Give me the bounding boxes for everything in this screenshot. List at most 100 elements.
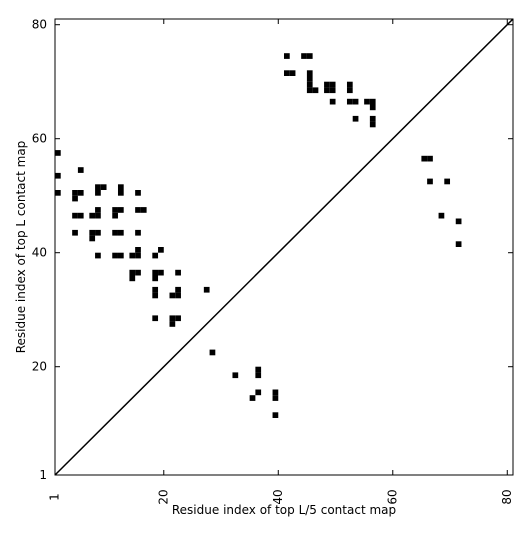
contact-point (112, 252, 118, 259)
contact-point (175, 286, 181, 293)
contact-point (89, 235, 96, 242)
contact-point (89, 212, 96, 219)
contact-point (55, 150, 61, 156)
contact-point (169, 321, 176, 327)
contact-point (72, 195, 78, 202)
x-tick-label: 40 (271, 489, 285, 504)
contact-point (117, 207, 124, 213)
x-tick-label: 1 (48, 493, 62, 501)
y-tick-label: 80 (32, 18, 47, 32)
y-tick-label: 1 (39, 468, 47, 482)
y-axis-label: Residue index of top L contact map (14, 141, 28, 354)
contact-point (72, 190, 78, 196)
contact-point (95, 252, 101, 259)
contact-point (284, 70, 290, 76)
contact-point (346, 98, 353, 105)
contact-point (324, 87, 330, 94)
contact-point (135, 252, 141, 259)
contact-point (152, 315, 159, 322)
contact-point (152, 286, 159, 293)
contact-point (255, 366, 262, 373)
contact-point (135, 190, 141, 196)
contact-point (129, 275, 136, 282)
contact-point (289, 70, 296, 76)
contact-point (112, 229, 118, 236)
contact-point (135, 207, 141, 213)
contact-point (129, 269, 136, 276)
contact-point (55, 172, 61, 179)
contact-point (95, 229, 101, 236)
contact-point (169, 315, 176, 322)
contact-point (444, 178, 451, 185)
contact-point (129, 252, 136, 259)
contact-point (152, 269, 159, 276)
contact-point (346, 87, 353, 94)
contact-point (95, 184, 101, 190)
contact-point (284, 53, 290, 59)
contact-point (77, 212, 84, 219)
axis-ticks: 1 20 40 60 80 1 20 40 60 80 (32, 18, 514, 505)
contact-point (369, 115, 376, 122)
contact-point (455, 218, 462, 225)
contact-point (175, 315, 181, 322)
contact-point (329, 87, 336, 94)
contact-point (255, 389, 262, 396)
contact-point (158, 247, 164, 253)
data-points (55, 53, 462, 418)
contact-point (312, 87, 319, 94)
contact-point (152, 275, 159, 282)
contact-point (209, 349, 216, 356)
contact-point (306, 81, 313, 88)
x-tick-label: 80 (500, 489, 514, 504)
contact-point (95, 190, 101, 196)
contact-point (369, 121, 376, 128)
contact-point (175, 292, 181, 299)
contact-point (306, 87, 313, 94)
contact-point (117, 252, 124, 259)
contact-point (306, 53, 313, 59)
contact-point (135, 269, 141, 276)
contact-point (152, 252, 159, 259)
contact-point (203, 286, 210, 293)
contact-point (255, 372, 262, 379)
contact-point (427, 155, 433, 162)
contact-point (55, 190, 61, 196)
contact-point (369, 104, 376, 111)
contact-point (329, 81, 336, 88)
contact-point (421, 155, 428, 162)
contact-point (232, 372, 239, 379)
contact-point (346, 81, 353, 88)
contact-point (152, 292, 159, 299)
contact-point (364, 98, 370, 105)
contact-point (112, 207, 118, 213)
contact-point (352, 115, 359, 122)
diagonal-line (54, 18, 514, 476)
y-tick-label: 60 (32, 132, 47, 146)
x-axis-label: Residue index of top L/5 contact map (172, 503, 396, 517)
contact-point (100, 184, 107, 190)
contact-point (95, 207, 101, 213)
contact-point (95, 212, 101, 219)
contact-point (169, 292, 176, 299)
contact-point (135, 247, 141, 253)
contact-point (272, 395, 279, 401)
contact-point (89, 229, 96, 236)
contact-point (306, 76, 313, 82)
contact-point (301, 53, 307, 59)
contact-point (77, 190, 84, 196)
contact-point (117, 229, 124, 236)
contact-point (272, 412, 279, 418)
y-tick-label: 40 (32, 246, 47, 260)
contact-point (272, 389, 279, 396)
contact-point (158, 269, 164, 276)
contact-point (324, 81, 330, 88)
contact-point (140, 207, 147, 213)
contact-point (369, 98, 376, 105)
contact-point (329, 98, 336, 105)
contact-point (249, 395, 256, 401)
contact-point (455, 241, 462, 247)
y-tick-label: 20 (32, 360, 47, 374)
contact-point (77, 167, 84, 173)
